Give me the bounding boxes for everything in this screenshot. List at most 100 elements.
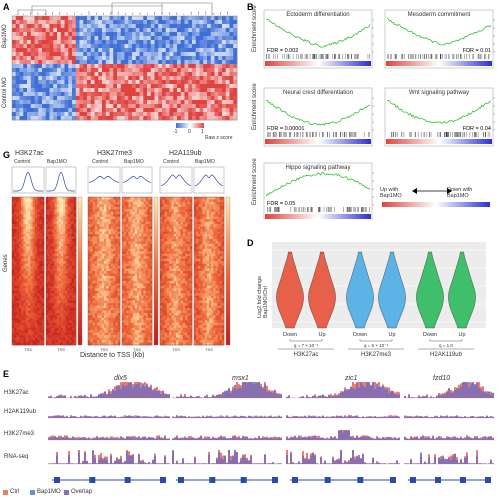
heatmap-cell <box>141 248 144 252</box>
heatmap-cell <box>173 52 178 57</box>
heatmap-cell <box>101 271 105 274</box>
heatmap-cell <box>30 209 33 213</box>
heatmap-cell <box>218 104 223 109</box>
heatmap-cell <box>28 325 31 329</box>
heatmap-cell <box>147 226 151 230</box>
heatmap-cell <box>25 325 29 329</box>
row-label-bap1mo: Bap1MO <box>2 24 8 48</box>
heatmap-cell <box>108 330 112 333</box>
heatmap-cell <box>54 305 58 309</box>
heatmap-cell <box>69 340 73 343</box>
heatmap-cell <box>73 342 77 346</box>
heatmap-cell <box>73 322 77 326</box>
heatmap-cell <box>83 112 88 117</box>
heatmap-cell <box>132 104 137 109</box>
heatmap-cell <box>50 219 53 222</box>
heatmap-cell <box>132 88 137 93</box>
heatmap-cell <box>149 197 153 200</box>
heatmap-cell <box>73 204 77 208</box>
heatmap-cell <box>110 330 114 333</box>
heatmap-cell <box>65 308 68 311</box>
heatmap-cell <box>180 36 185 41</box>
heatmap-cell <box>56 271 60 274</box>
heatmap-cell <box>28 308 31 311</box>
heatmap-cell <box>99 214 103 218</box>
heatmap-cell <box>143 28 148 33</box>
panel-a-heatmap <box>11 2 238 121</box>
heatmap-cell <box>34 108 39 113</box>
heatmap-cell <box>158 68 163 73</box>
heatmap-cell <box>90 64 95 69</box>
signal-heatmap: TSS <box>121 196 153 352</box>
heatmap-cell <box>128 64 133 69</box>
heatmap-cell <box>124 206 127 210</box>
heatmap-cell <box>50 275 53 279</box>
heatmap-cell <box>67 211 70 215</box>
heatmap-cell <box>37 310 40 314</box>
heatmap-cell <box>52 251 55 255</box>
heatmap-cell <box>110 273 114 277</box>
heatmap-cell <box>132 204 136 208</box>
heatmap-cell <box>120 56 125 61</box>
heatmap-cell <box>18 216 22 220</box>
heatmap-cell <box>99 253 103 257</box>
heatmap-cell <box>124 76 129 81</box>
heatmap-cell <box>16 288 20 292</box>
heatmap-cell <box>124 88 129 93</box>
heatmap-cell <box>41 256 45 259</box>
heatmap-cell <box>104 256 107 259</box>
heatmap-cell <box>222 96 227 101</box>
heatmap-cell <box>19 84 24 89</box>
heatmap-cell <box>192 108 197 113</box>
heatmap-cell <box>25 285 29 289</box>
heatmap-cell <box>99 322 103 326</box>
heatmap-cell <box>61 340 64 343</box>
heatmap-cell <box>113 322 116 326</box>
heatmap-cell <box>23 332 27 336</box>
heatmap-cell <box>97 263 100 267</box>
heatmap-cell <box>75 116 80 121</box>
heatmap-cell <box>39 285 43 289</box>
heatmap-cell <box>150 36 155 41</box>
heatmap-cell <box>128 20 133 25</box>
heatmap-cell <box>28 234 31 237</box>
heatmap-cell <box>165 24 170 29</box>
heatmap-cell <box>199 48 204 53</box>
heatmap-cell <box>147 112 152 117</box>
heatmap-cell <box>30 305 33 309</box>
heatmap-cell <box>97 290 100 294</box>
heatmap-cell <box>169 64 174 69</box>
heatmap-cell <box>132 221 136 225</box>
heatmap-cell <box>54 236 58 240</box>
heatmap-cell <box>61 322 64 326</box>
heatmap-cell <box>184 44 189 49</box>
heatmap-cell <box>34 327 38 331</box>
profile-plot <box>193 166 225 194</box>
heatmap-cell <box>73 231 77 235</box>
heatmap-cell <box>188 72 193 77</box>
heatmap-cell <box>207 92 212 97</box>
heatmap-cell <box>58 303 62 306</box>
heatmap-cell <box>132 44 137 49</box>
heatmap-cell <box>71 275 75 279</box>
heatmap-cell <box>233 64 238 69</box>
heatmap-cell <box>177 84 182 89</box>
heatmap-cell <box>23 335 27 338</box>
heatmap-cell <box>65 243 68 247</box>
heatmap-cell <box>30 116 35 121</box>
heatmap-cell <box>12 221 15 225</box>
heatmap-cell <box>101 229 105 232</box>
heatmap-cell <box>12 315 15 319</box>
heatmap-cell <box>34 278 38 282</box>
heatmap-cell <box>143 16 148 21</box>
heatmap-cell <box>180 88 185 93</box>
heatmap-cell <box>23 68 28 73</box>
heatmap-cell <box>63 332 66 336</box>
heatmap-cell <box>108 295 112 299</box>
heatmap-cell <box>104 206 107 210</box>
heatmap-cell <box>113 28 118 33</box>
heatmap-cell <box>110 231 114 235</box>
heatmap-cell <box>90 283 93 287</box>
heatmap-cell <box>195 40 200 45</box>
heatmap-cell <box>113 308 116 311</box>
